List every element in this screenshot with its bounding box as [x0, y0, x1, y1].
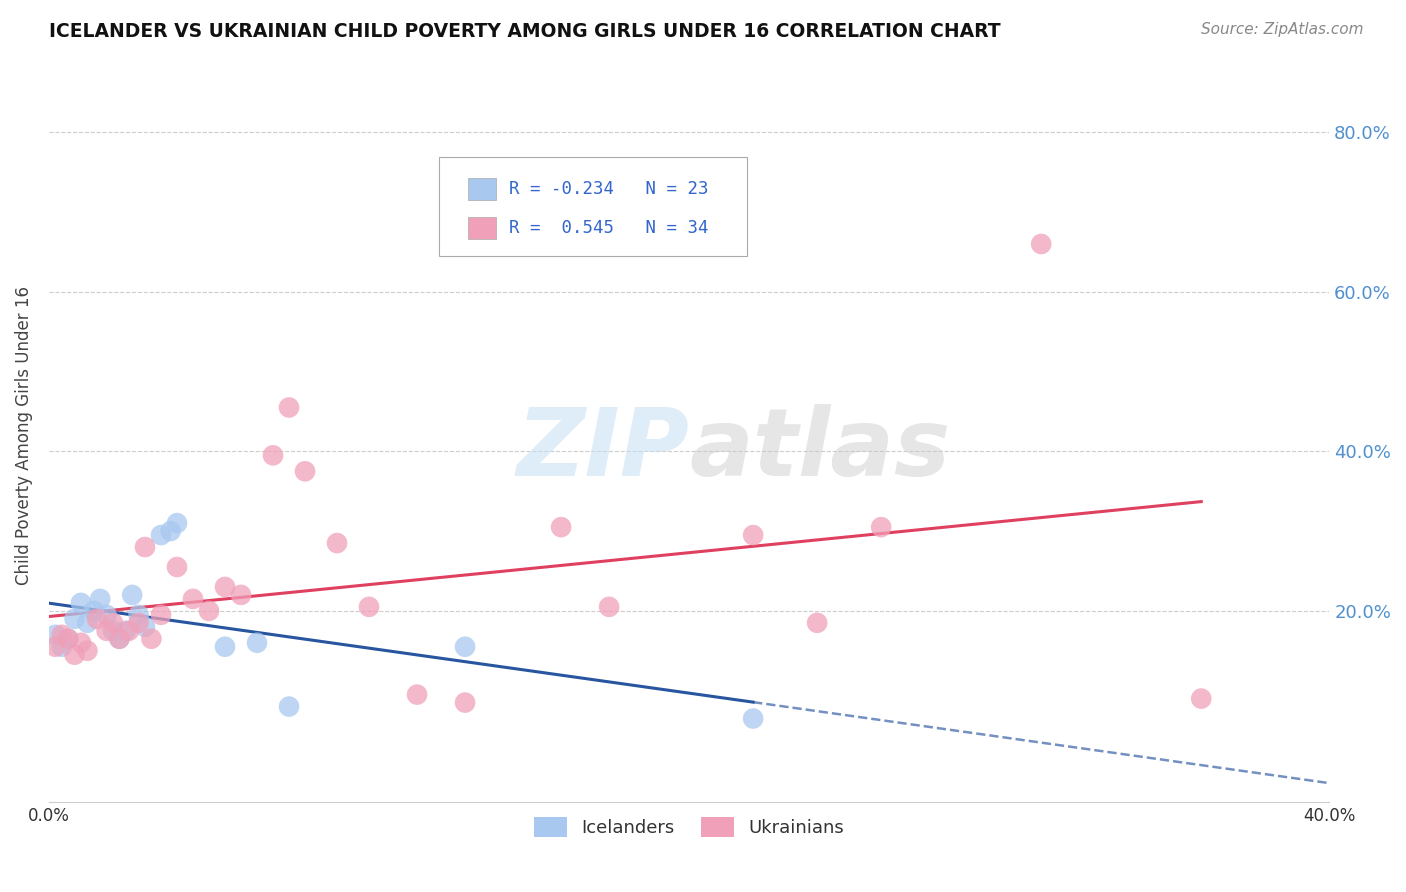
Point — [806, 615, 828, 630]
Point — [56, 632, 79, 646]
Point — [742, 528, 765, 542]
Point — [121, 588, 143, 602]
Text: ZIP: ZIP — [516, 404, 689, 496]
Point — [114, 624, 136, 638]
Point — [89, 591, 111, 606]
Point — [44, 628, 66, 642]
Text: atlas: atlas — [689, 404, 950, 496]
Point — [128, 607, 150, 622]
Point — [134, 620, 156, 634]
Point — [96, 607, 118, 622]
Point — [598, 599, 620, 614]
Text: R =  0.545   N = 34: R = 0.545 N = 34 — [509, 219, 709, 236]
Point — [86, 612, 108, 626]
FancyBboxPatch shape — [468, 178, 496, 200]
Point — [198, 604, 221, 618]
Point — [406, 688, 429, 702]
Point — [214, 640, 236, 654]
Point — [141, 632, 163, 646]
Point — [101, 624, 124, 638]
Point — [870, 520, 893, 534]
Point — [229, 588, 252, 602]
Point — [70, 596, 93, 610]
Point — [108, 632, 131, 646]
Point — [44, 640, 66, 654]
Point — [166, 560, 188, 574]
FancyBboxPatch shape — [440, 157, 747, 256]
Point — [63, 612, 86, 626]
Point — [742, 712, 765, 726]
Point — [118, 624, 141, 638]
Point — [83, 604, 105, 618]
Point — [159, 524, 181, 538]
Point — [454, 640, 477, 654]
Point — [70, 636, 93, 650]
Point — [76, 615, 98, 630]
Point — [56, 632, 79, 646]
Point — [166, 516, 188, 530]
Point — [96, 624, 118, 638]
Point — [134, 540, 156, 554]
Point — [128, 615, 150, 630]
Point — [278, 699, 301, 714]
Point — [246, 636, 269, 650]
Point — [262, 448, 284, 462]
Point — [326, 536, 349, 550]
Point — [454, 696, 477, 710]
Point — [150, 528, 173, 542]
Point — [51, 628, 73, 642]
Point — [181, 591, 204, 606]
Point — [150, 607, 173, 622]
Text: Source: ZipAtlas.com: Source: ZipAtlas.com — [1201, 22, 1364, 37]
Point — [294, 464, 316, 478]
Point — [63, 648, 86, 662]
Point — [214, 580, 236, 594]
Point — [1031, 237, 1053, 252]
Point — [76, 644, 98, 658]
FancyBboxPatch shape — [468, 217, 496, 238]
Point — [101, 615, 124, 630]
Y-axis label: Child Poverty Among Girls Under 16: Child Poverty Among Girls Under 16 — [15, 286, 32, 585]
Point — [357, 599, 380, 614]
Point — [1189, 691, 1212, 706]
Point — [108, 632, 131, 646]
Point — [278, 401, 301, 415]
Text: ICELANDER VS UKRAINIAN CHILD POVERTY AMONG GIRLS UNDER 16 CORRELATION CHART: ICELANDER VS UKRAINIAN CHILD POVERTY AMO… — [49, 22, 1001, 41]
Text: R = -0.234   N = 23: R = -0.234 N = 23 — [509, 179, 709, 198]
Legend: Icelanders, Ukrainians: Icelanders, Ukrainians — [527, 809, 851, 845]
Point — [51, 640, 73, 654]
Point — [550, 520, 572, 534]
